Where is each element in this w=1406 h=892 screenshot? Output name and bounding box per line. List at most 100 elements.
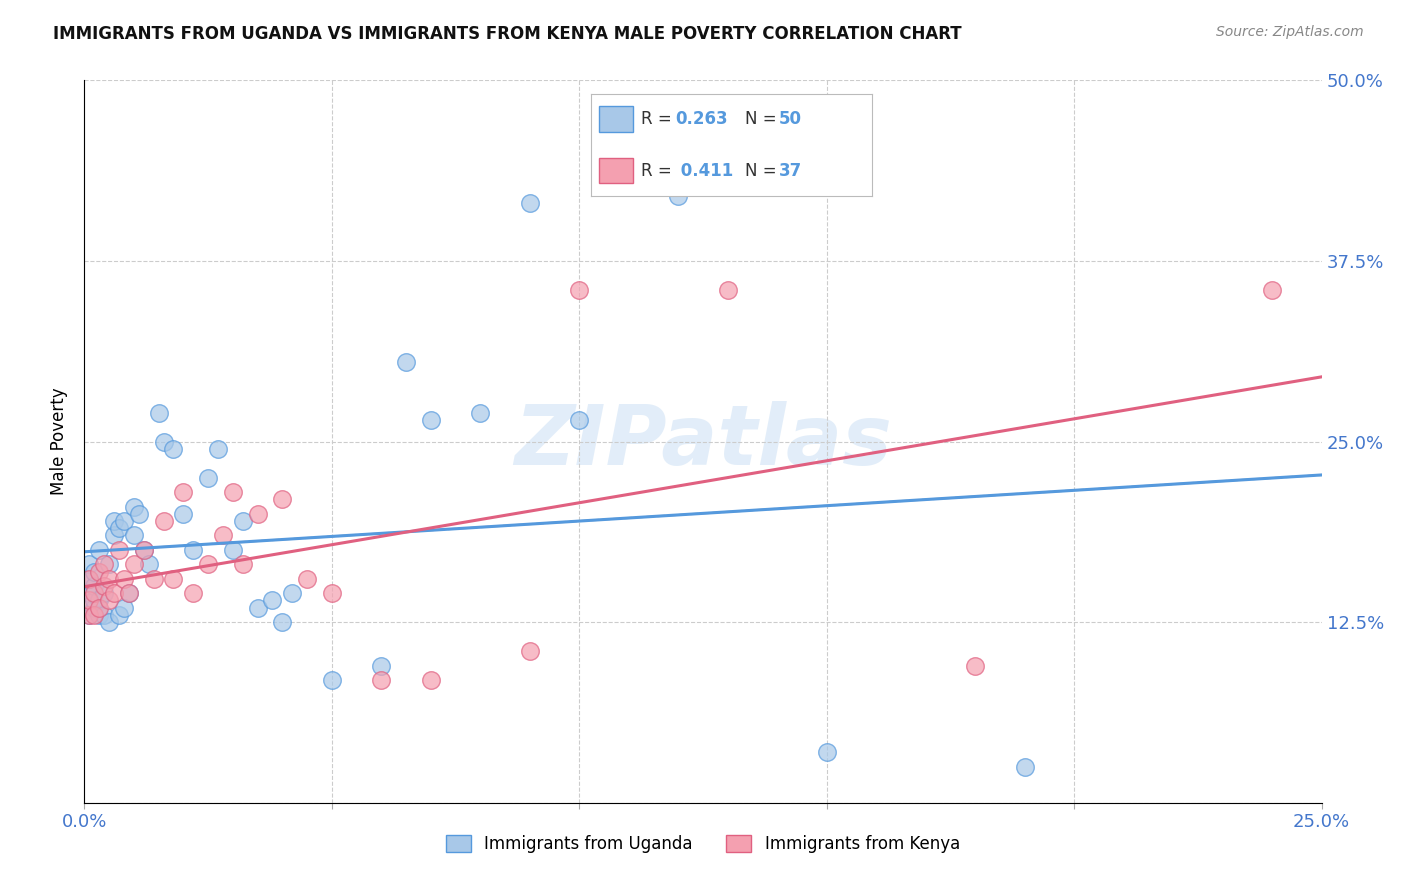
Point bbox=[108, 542, 131, 557]
Point bbox=[79, 558, 101, 572]
Text: IMMIGRANTS FROM UGANDA VS IMMIGRANTS FROM KENYA MALE POVERTY CORRELATION CHART: IMMIGRANTS FROM UGANDA VS IMMIGRANTS FRO… bbox=[53, 25, 962, 43]
Point bbox=[568, 413, 591, 427]
Point bbox=[118, 586, 141, 600]
Point bbox=[93, 607, 115, 622]
Point bbox=[181, 586, 204, 600]
Point bbox=[103, 528, 125, 542]
Point bbox=[271, 615, 294, 630]
Point bbox=[122, 500, 145, 514]
Point bbox=[138, 558, 160, 572]
Point bbox=[212, 528, 235, 542]
Point bbox=[83, 593, 105, 607]
Point bbox=[132, 542, 155, 557]
Point bbox=[197, 470, 219, 484]
Point bbox=[162, 442, 184, 456]
Point bbox=[79, 607, 101, 622]
Point bbox=[370, 658, 392, 673]
Point bbox=[103, 586, 125, 600]
Text: 50: 50 bbox=[779, 111, 801, 128]
Point bbox=[93, 558, 115, 572]
Point bbox=[232, 558, 254, 572]
Point bbox=[717, 283, 740, 297]
Point bbox=[148, 406, 170, 420]
Text: 37: 37 bbox=[779, 161, 803, 179]
Point bbox=[370, 673, 392, 687]
Point bbox=[232, 514, 254, 528]
Point bbox=[112, 572, 135, 586]
Point bbox=[112, 600, 135, 615]
Point bbox=[181, 542, 204, 557]
Point bbox=[122, 558, 145, 572]
Point bbox=[395, 355, 418, 369]
Point bbox=[89, 593, 111, 607]
Point bbox=[79, 586, 101, 600]
Point bbox=[295, 572, 318, 586]
Text: R =: R = bbox=[641, 161, 678, 179]
Text: 0.263: 0.263 bbox=[675, 111, 727, 128]
FancyBboxPatch shape bbox=[599, 106, 633, 132]
Point bbox=[112, 514, 135, 528]
Point bbox=[79, 607, 101, 622]
Point bbox=[965, 658, 987, 673]
Point bbox=[79, 572, 101, 586]
Point bbox=[83, 565, 105, 579]
Point bbox=[519, 196, 541, 211]
Point bbox=[271, 492, 294, 507]
Text: N =: N = bbox=[745, 161, 782, 179]
Point bbox=[103, 514, 125, 528]
Point bbox=[470, 406, 492, 420]
Point bbox=[98, 558, 121, 572]
Point bbox=[89, 607, 111, 622]
Point bbox=[1014, 760, 1036, 774]
Y-axis label: Male Poverty: Male Poverty bbox=[51, 388, 69, 495]
Point bbox=[262, 593, 284, 607]
Point bbox=[93, 579, 115, 593]
Point bbox=[162, 572, 184, 586]
Point bbox=[222, 542, 245, 557]
Point bbox=[108, 521, 131, 535]
Point bbox=[83, 600, 105, 615]
Point bbox=[89, 600, 111, 615]
Point bbox=[93, 586, 115, 600]
Point bbox=[222, 485, 245, 500]
Point bbox=[122, 528, 145, 542]
Point bbox=[152, 514, 174, 528]
Point bbox=[197, 558, 219, 572]
Point bbox=[419, 673, 441, 687]
Point bbox=[246, 600, 269, 615]
Point bbox=[666, 189, 689, 203]
Point bbox=[172, 485, 194, 500]
Point bbox=[108, 607, 131, 622]
Text: Source: ZipAtlas.com: Source: ZipAtlas.com bbox=[1216, 25, 1364, 39]
Point bbox=[83, 607, 105, 622]
Point bbox=[519, 644, 541, 658]
Point bbox=[98, 593, 121, 607]
Point bbox=[79, 572, 101, 586]
Text: 0.411: 0.411 bbox=[675, 161, 733, 179]
Point bbox=[321, 673, 343, 687]
Point bbox=[98, 572, 121, 586]
Point bbox=[83, 579, 105, 593]
Point bbox=[815, 745, 838, 759]
Point bbox=[83, 586, 105, 600]
Point bbox=[142, 572, 165, 586]
FancyBboxPatch shape bbox=[599, 158, 633, 184]
Point bbox=[1261, 283, 1284, 297]
Point bbox=[79, 593, 101, 607]
Legend: Immigrants from Uganda, Immigrants from Kenya: Immigrants from Uganda, Immigrants from … bbox=[440, 828, 966, 860]
Point bbox=[419, 413, 441, 427]
Point bbox=[128, 507, 150, 521]
Point bbox=[207, 442, 229, 456]
Point bbox=[172, 507, 194, 521]
Point bbox=[89, 542, 111, 557]
Point bbox=[118, 586, 141, 600]
Point bbox=[152, 434, 174, 449]
Text: R =: R = bbox=[641, 111, 678, 128]
Point bbox=[568, 283, 591, 297]
Text: ZIPatlas: ZIPatlas bbox=[515, 401, 891, 482]
Point bbox=[321, 586, 343, 600]
Text: N =: N = bbox=[745, 111, 782, 128]
Point bbox=[98, 615, 121, 630]
Point bbox=[89, 565, 111, 579]
Point bbox=[132, 542, 155, 557]
